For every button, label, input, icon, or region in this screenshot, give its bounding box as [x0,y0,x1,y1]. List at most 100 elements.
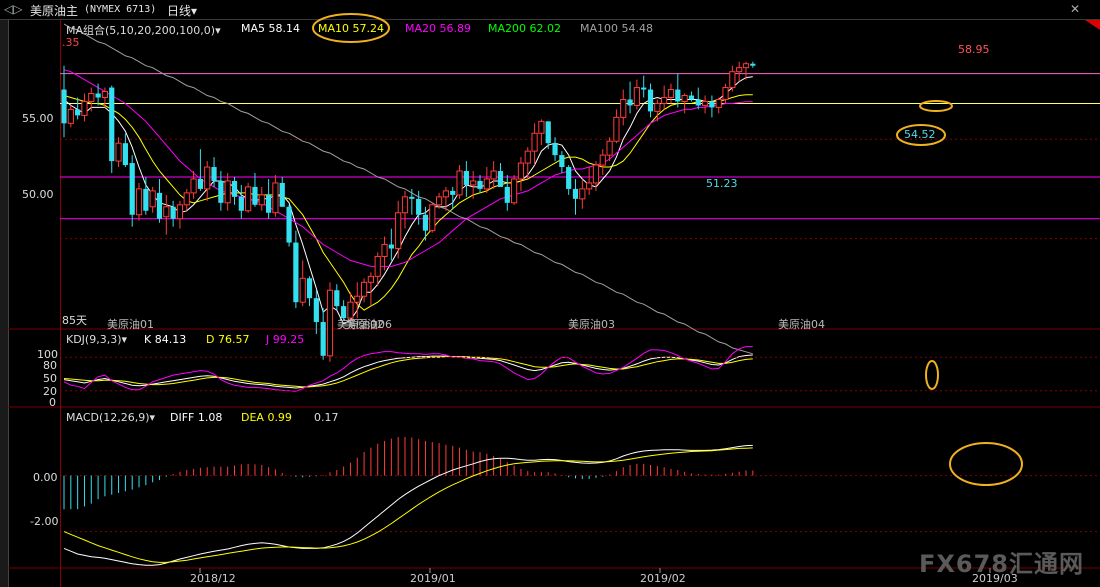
candle-body-up [736,67,743,73]
kdj-tick-50: 50 [43,372,57,385]
toggle-icon[interactable]: ◁▷ [4,2,23,16]
candle-body-down [341,306,347,319]
x-label-2019-02: 2019/02 [640,572,686,585]
candle-body-down [675,89,681,102]
candle-body-down [122,143,128,166]
candle-body-up [381,244,388,257]
candle-body-up [538,120,545,134]
toolbar: ◁▷ 美原油主 (NYMEX 6713) 日线▾ ✕ [0,0,1100,20]
candle-body-up [354,295,361,303]
ma-line-ma20 [63,69,753,267]
candle-body-up [101,91,109,98]
instrument-code: (NYMEX 6713) [84,4,157,15]
candle-body-down [545,121,551,144]
ma-line-ma10 [63,94,753,311]
y-axis-area [8,20,61,587]
candle-body-up [592,164,600,184]
candle-body-up [190,178,197,194]
annotation-ellipse [925,360,939,390]
low-price-label: 51.23 [706,177,738,190]
macd-dea-value: DEA 0.99 [241,411,292,424]
candle-body-down [313,298,319,323]
candle-body-down [320,322,326,356]
period-selector[interactable]: 日线▾ [167,2,197,19]
kdj-tick-20: 20 [43,385,57,398]
candle-body-up [272,182,279,214]
candle-body-up [742,63,750,69]
chevron-down-icon: ▾ [215,24,221,37]
candle-body-down [238,196,244,211]
candle-body-down [286,206,292,243]
candle-body-down [497,171,504,187]
candle-body-down [695,99,701,106]
close-icon[interactable]: ✕ [1070,2,1081,16]
candle-body-up [701,100,709,106]
candle-body-up [115,142,122,162]
candle-body-up [715,98,722,108]
candle-body-down [422,214,429,231]
candle-body-down [334,290,340,307]
candle-body-down [504,186,510,203]
ma5-value: MA5 58.14 [241,22,301,35]
candle-body-down [129,163,135,215]
contract-label-06: 美原油06 [345,318,392,331]
kdj-tick-0: 0 [49,396,56,409]
candle-body-up [524,150,531,164]
candle-body-down [477,180,483,189]
candle-body-up [470,180,477,186]
candle-body-up [490,170,497,180]
candle-body-down [252,186,258,205]
candle-body-down [61,89,67,124]
kdj-tick-80: 80 [43,359,57,372]
chevron-down-icon: ▾ [191,4,198,18]
ma-line-ma100 [63,23,753,355]
candle-body-up [245,186,252,212]
macd-tick-0: 0.00 [33,471,58,484]
price-tick-50: 50.00 [22,188,54,201]
candle-body-up [204,166,211,190]
period-label: 日线 [167,4,192,18]
left-toolbar-strip[interactable] [0,20,9,587]
watermark-logo: FX678汇通网 [919,550,1084,578]
candle-body-up [722,87,729,100]
low-price-label-2: 54.52 [904,128,936,141]
candle-body-up [401,196,409,214]
candle-body-up [436,196,443,206]
ma20-value: MA20 56.89 [405,22,471,35]
candle-body-up [360,281,368,297]
candle-body-down [306,278,313,299]
candle-body-up [599,154,606,166]
candle-body-up [81,100,88,116]
candle-body-up [613,116,620,142]
candle-body-down [95,93,101,98]
candle-body-up [135,188,143,216]
candle-body-down [627,99,633,106]
chevron-down-icon: ▾ [121,333,128,346]
candle-body-down [750,63,756,66]
candle-body-up [347,301,354,319]
corner-marker [1085,20,1100,30]
candle-body-down [109,87,115,162]
annotation-ellipse [919,100,953,112]
candle-body-up [67,108,74,124]
candle-body-down [143,188,149,211]
macd-title[interactable]: MACD(12,26,9)▾ [66,411,155,424]
corner-value: .35 [62,36,80,49]
candle-body-up [517,162,525,180]
ma100-value: MA100 54.48 [580,22,653,35]
candle-body-up [183,192,190,206]
ma-indicator-text: MA组合(5,10,20,200,100,0) [66,24,216,37]
candle-body-down [709,101,715,108]
ma10-value: MA10 57.24 [318,22,384,35]
candle-body-down [170,206,176,219]
kdj-title[interactable]: KDJ(9,3,3)▾ [66,333,127,346]
candle-body-up [88,93,95,102]
candle-body-up [531,132,538,152]
ma-indicator-label[interactable]: MA组合(5,10,20,200,100,0)▾ [66,22,221,38]
candle-body-down [197,178,203,189]
candle-body-up [606,140,613,156]
macd-title-text: MACD(12,26,9) [66,411,150,424]
candle-body-up [163,206,170,218]
